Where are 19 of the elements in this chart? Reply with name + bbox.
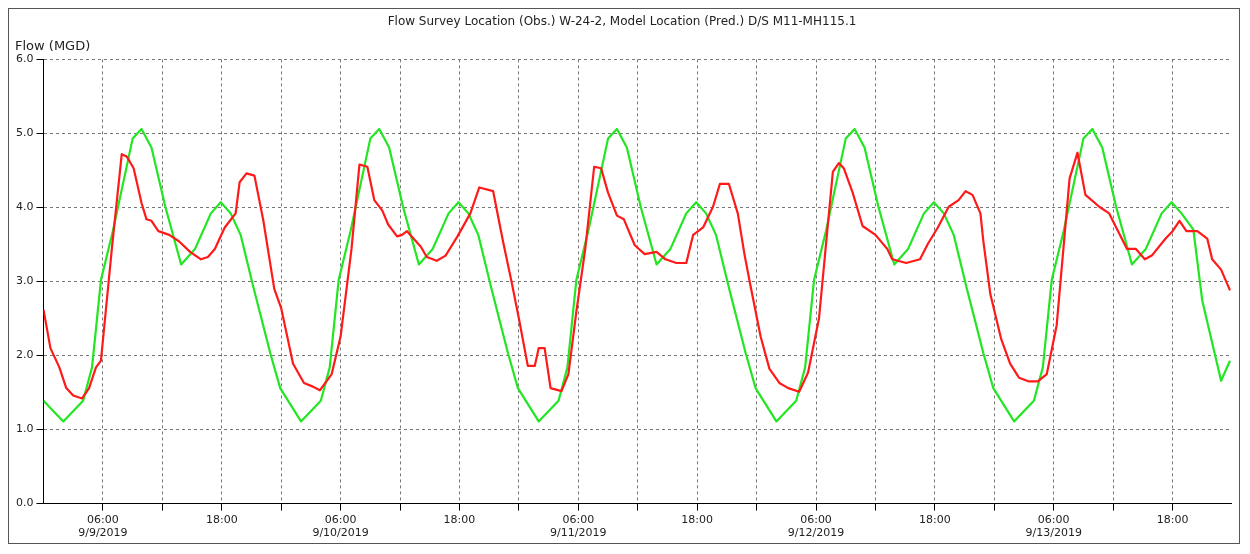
x-tick-label: 18:00: [919, 513, 951, 527]
y-tick-label: 4.0: [15, 200, 34, 214]
x-tick-label: 06:00 9/9/2019: [78, 513, 128, 540]
x-tick-label: 18:00: [205, 513, 238, 527]
x-tick-label: 18:00: [443, 513, 476, 527]
y-tick-label: 3.0: [15, 274, 34, 288]
chart-title: Flow Survey Location (Obs.) W-24-2, Model Location (Pred.) D/S M11-MH115.1: [387, 14, 857, 29]
x-tick-label: 06:00 9/12/2019: [787, 513, 845, 540]
x-tick-label: 18:00: [681, 513, 714, 527]
x-tick-label: 06:00 9/11/2019: [550, 513, 607, 540]
x-tick-label: 06:00 9/10/2019: [312, 513, 369, 540]
y-tick-label: 2.0: [15, 348, 34, 362]
x-tick-label: 18:00: [1156, 513, 1189, 527]
y-axis-title: Flow (MGD): [15, 38, 91, 54]
y-tick-label: 0.0: [15, 496, 34, 510]
y-tick-label: 6.0: [15, 52, 34, 66]
y-tick-label: 5.0: [15, 126, 34, 140]
y-tick-label: 1.0: [15, 422, 34, 436]
x-tick-label: 06:00 9/13/2019: [1025, 513, 1082, 540]
